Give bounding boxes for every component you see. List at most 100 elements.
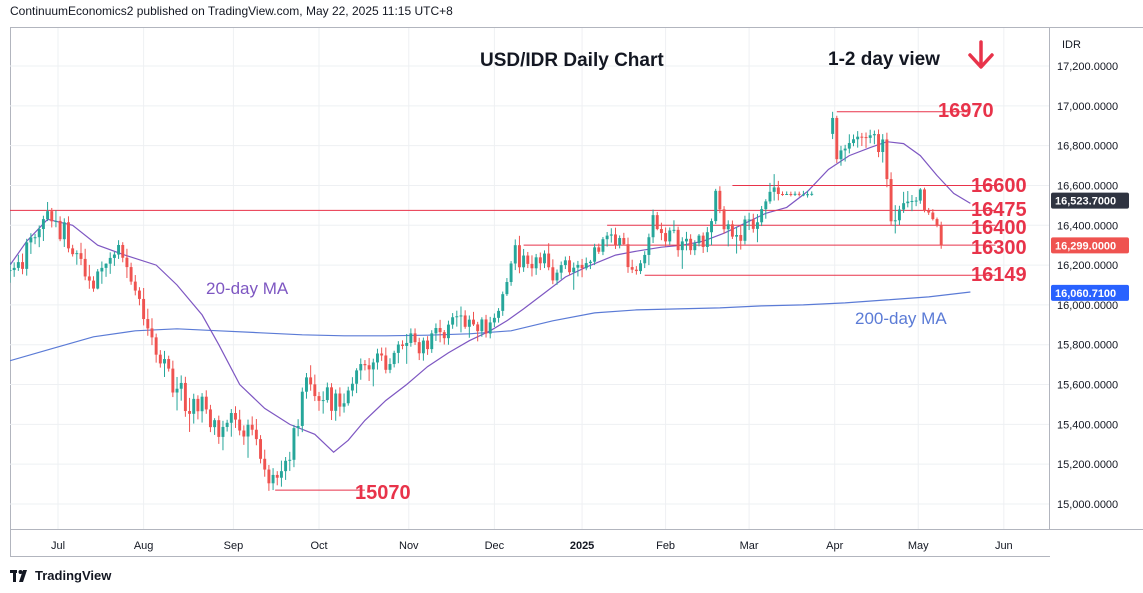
- candle-body: [484, 319, 488, 334]
- candle-down: [66, 216, 70, 253]
- candle-body: [755, 222, 759, 229]
- candle-body: [71, 248, 75, 255]
- candle-body: [296, 425, 300, 429]
- candle-body: [92, 280, 95, 289]
- candle-down: [275, 471, 279, 486]
- candle-body: [622, 238, 626, 245]
- candle-body: [897, 209, 901, 221]
- candle-body: [605, 235, 609, 240]
- candle-up: [897, 205, 901, 226]
- candle-body: [16, 262, 20, 268]
- candle-up: [325, 382, 329, 403]
- candle-down: [655, 211, 659, 231]
- candle-body: [526, 255, 530, 264]
- candle-down: [864, 132, 868, 148]
- candle-down: [626, 237, 630, 273]
- candle-body: [559, 265, 563, 273]
- candle-up: [543, 250, 546, 269]
- candle-up: [609, 228, 613, 243]
- candle-up: [559, 261, 563, 280]
- candle-up: [914, 197, 918, 207]
- candle-up: [714, 188, 718, 225]
- candle-body: [517, 245, 521, 268]
- candle-up: [668, 227, 672, 245]
- candle-down: [568, 255, 572, 276]
- candle-down: [204, 390, 208, 414]
- candle-up: [672, 220, 676, 234]
- candle-up: [918, 188, 922, 204]
- price-axis[interactable]: [1050, 27, 1143, 530]
- candle-body: [234, 413, 237, 420]
- candle-body: [693, 243, 697, 251]
- candle-body: [75, 253, 79, 255]
- candle-up: [576, 260, 580, 277]
- candle-down: [21, 253, 24, 275]
- candle-body: [835, 117, 839, 160]
- candle-down: [789, 191, 793, 197]
- candle-down: [476, 321, 480, 342]
- candle-body: [747, 219, 751, 221]
- candle-down: [776, 180, 780, 201]
- candle-up: [810, 191, 814, 196]
- candle-body: [501, 294, 505, 311]
- candle-body: [639, 263, 642, 272]
- candle-up: [710, 218, 713, 246]
- candle-body: [918, 189, 922, 201]
- candle-up: [163, 350, 166, 377]
- candle-body: [183, 382, 187, 412]
- candle-body: [54, 220, 58, 222]
- candle-body: [935, 219, 939, 226]
- level-label-16400: 16400: [971, 217, 1027, 239]
- candle-down: [242, 425, 246, 445]
- candle-body: [229, 413, 233, 423]
- candle-body: [66, 222, 70, 249]
- candle-down: [547, 243, 551, 271]
- candle-body: [384, 355, 388, 370]
- plot-area: [10, 111, 996, 491]
- candle-up: [62, 218, 66, 247]
- candle-body: [96, 271, 100, 289]
- candle-down: [676, 226, 680, 257]
- candle-up: [33, 233, 37, 245]
- candle-body: [872, 134, 876, 136]
- candle-body: [37, 229, 41, 238]
- candle-body: [279, 471, 283, 478]
- candle-down: [309, 365, 313, 391]
- tradingview-footer[interactable]: TradingView: [10, 568, 111, 583]
- y-tick-label: 16,000.0000: [1057, 300, 1118, 312]
- candle-down: [889, 172, 893, 226]
- candle-body: [12, 267, 16, 271]
- candle-down: [217, 415, 221, 444]
- candle-body: [513, 245, 517, 264]
- candle-up: [376, 348, 379, 370]
- candle-up: [601, 237, 605, 256]
- candle-body: [196, 398, 200, 412]
- candle-up: [685, 231, 688, 251]
- candle-body: [530, 263, 534, 269]
- candle-down: [426, 336, 430, 355]
- candle-up: [764, 199, 768, 219]
- view-label: 1-2 day view: [828, 49, 940, 70]
- candle-body: [350, 383, 354, 391]
- candle-up: [221, 420, 225, 451]
- time-axis[interactable]: [10, 530, 1050, 557]
- candle-down: [330, 383, 333, 420]
- candle-body: [902, 203, 906, 210]
- candle-up: [651, 209, 655, 243]
- candle-body: [538, 257, 542, 264]
- candle-down: [250, 416, 254, 436]
- candle-body: [931, 212, 935, 220]
- candle-body: [142, 298, 146, 320]
- candle-up: [392, 350, 396, 368]
- candle-up: [213, 418, 217, 435]
- candle-body: [505, 282, 509, 295]
- candle-up: [421, 337, 425, 361]
- candle-down: [835, 115, 839, 163]
- candle-body: [250, 424, 254, 430]
- down-arrow-icon: [968, 40, 994, 69]
- candle-body: [463, 315, 467, 327]
- publisher-header: ContinuumEconomics2 published on Trading…: [10, 4, 453, 18]
- candle-body: [810, 193, 814, 195]
- y-tick-label: 17,200.0000: [1057, 61, 1118, 73]
